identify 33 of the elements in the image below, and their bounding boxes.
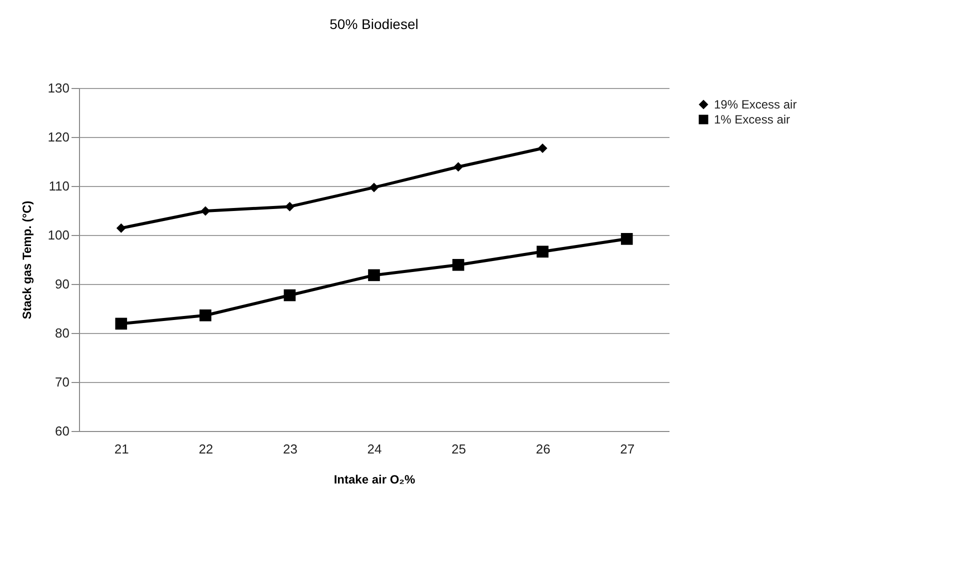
x-tick-label: 25	[452, 442, 466, 456]
y-tick-label: 70	[55, 374, 70, 390]
point	[200, 309, 212, 322]
y-tick-label: 130	[48, 80, 70, 96]
point	[116, 223, 126, 233]
point	[369, 182, 379, 192]
y-tick-label: 100	[48, 228, 70, 242]
x-tick-label: 27	[620, 442, 635, 456]
y-tick-label: 110	[48, 178, 70, 194]
chart-title: 50% Biodiesel	[330, 16, 418, 32]
point	[115, 318, 128, 330]
y-tick-label: 90	[55, 276, 70, 292]
x-axis-title: Intake air O₂%	[334, 472, 416, 486]
y-tick-label: 120	[48, 130, 70, 144]
point	[538, 144, 548, 154]
x-tick-label: 22	[198, 442, 214, 456]
y-tick-label: 60	[55, 424, 70, 438]
point	[368, 269, 380, 282]
y-tick-label: 80	[55, 326, 70, 340]
legend-label: 1% Excess air	[714, 112, 790, 126]
point	[454, 162, 464, 172]
point	[452, 258, 464, 271]
point	[536, 246, 548, 258]
x-tick-label: 24	[367, 442, 382, 456]
x-tick-label: 23	[282, 442, 298, 456]
legend-label: 19% Excess air	[714, 98, 797, 112]
y-axis-title: Stack gas Temp. (°C)	[20, 200, 34, 320]
point	[284, 289, 296, 302]
x-tick-label: 21	[114, 442, 129, 456]
x-tick-label: 26	[536, 442, 550, 456]
point	[620, 233, 633, 245]
point	[284, 202, 294, 212]
point	[200, 206, 210, 216]
